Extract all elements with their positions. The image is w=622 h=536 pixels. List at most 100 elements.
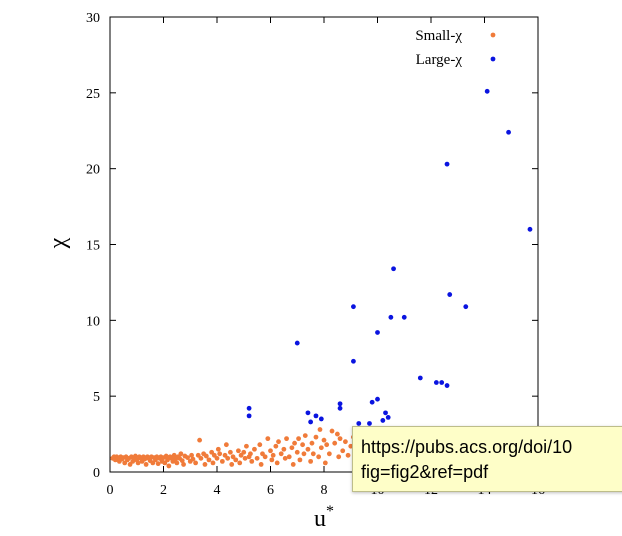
small-chi-point xyxy=(326,451,332,457)
y-tick-label: 20 xyxy=(86,163,100,178)
large-chi-point xyxy=(388,314,394,320)
legend-label-small-chi: Small-χ xyxy=(415,28,462,44)
small-chi-point xyxy=(310,451,316,457)
legend-label-large-chi: Large-χ xyxy=(416,52,463,68)
large-chi-point xyxy=(308,419,314,425)
x-tick-label: 4 xyxy=(214,483,221,498)
small-chi-point xyxy=(229,462,235,467)
large-chi-point xyxy=(444,161,450,167)
small-chi-point xyxy=(286,454,292,460)
small-chi-point xyxy=(305,446,311,452)
small-chi-point xyxy=(185,455,190,460)
large-chi-point xyxy=(294,340,300,346)
large-chi-point xyxy=(506,129,511,135)
small-chi-point xyxy=(282,455,288,461)
small-chi-point xyxy=(171,452,177,458)
small-chi-point xyxy=(198,455,204,461)
small-chi-point xyxy=(202,462,208,467)
small-chi-point xyxy=(292,440,297,446)
small-chi-point xyxy=(252,446,257,452)
small-chi-point xyxy=(206,457,212,463)
small-chi-point xyxy=(269,457,275,463)
large-chi-point xyxy=(367,421,372,426)
data-points xyxy=(110,88,533,469)
small-chi-point xyxy=(348,443,354,449)
small-chi-point xyxy=(193,460,199,466)
large-chi-point xyxy=(383,410,388,416)
small-chi-point xyxy=(217,451,223,457)
small-chi-point xyxy=(227,449,233,455)
small-chi-point xyxy=(278,451,284,457)
legend-marker-large-chi xyxy=(490,56,496,62)
large-chi-point xyxy=(356,421,362,426)
small-chi-point xyxy=(294,449,300,455)
small-chi-point xyxy=(215,446,221,452)
small-chi-point xyxy=(316,454,322,460)
small-chi-point xyxy=(155,461,161,467)
x-axis-label: u* xyxy=(314,503,334,532)
small-chi-point xyxy=(300,442,305,448)
large-chi-point xyxy=(439,380,445,385)
small-chi-point xyxy=(290,462,296,467)
large-chi-point xyxy=(305,410,311,416)
small-chi-point xyxy=(289,445,295,451)
small-chi-point xyxy=(242,455,248,461)
small-chi-point xyxy=(309,440,315,446)
x-tick-label: 0 xyxy=(107,483,114,498)
small-chi-point xyxy=(249,458,255,464)
small-chi-point xyxy=(340,448,346,454)
large-chi-point xyxy=(375,330,380,335)
large-chi-point xyxy=(351,304,356,310)
url-tooltip: https://pubs.acs.org/doi/10 fig=fig2&ref… xyxy=(352,426,622,492)
x-tick-label: 6 xyxy=(267,483,274,498)
small-chi-point xyxy=(223,442,229,448)
large-chi-point xyxy=(463,304,469,310)
y-tick-label: 15 xyxy=(86,239,100,254)
small-chi-point xyxy=(133,453,138,459)
small-chi-point xyxy=(244,443,249,449)
large-chi-point xyxy=(246,413,252,419)
y-axis-label: χ xyxy=(45,237,71,249)
large-chi-point xyxy=(375,396,380,402)
small-chi-point xyxy=(254,455,260,461)
small-chi-point xyxy=(273,443,279,449)
large-chi-point xyxy=(380,418,386,423)
large-chi-point xyxy=(527,226,533,232)
x-tick-label: 2 xyxy=(160,483,167,498)
small-chi-point xyxy=(345,452,351,458)
large-chi-point xyxy=(447,292,453,297)
small-chi-point xyxy=(214,455,220,461)
small-chi-point xyxy=(143,462,149,467)
y-tick-label: 0 xyxy=(93,466,100,481)
small-chi-point xyxy=(241,449,247,455)
small-chi-point xyxy=(248,451,253,457)
small-chi-point xyxy=(276,439,281,445)
small-chi-point xyxy=(203,453,209,459)
small-chi-point xyxy=(262,454,268,460)
small-chi-point xyxy=(178,451,184,457)
small-chi-point xyxy=(166,463,172,469)
small-chi-point xyxy=(236,448,241,454)
small-chi-point xyxy=(334,431,340,437)
small-chi-point xyxy=(337,436,343,442)
small-chi-point xyxy=(258,462,264,467)
small-chi-point xyxy=(225,455,231,461)
small-chi-point xyxy=(317,427,323,432)
small-chi-point xyxy=(274,460,280,466)
small-chi-point xyxy=(321,437,327,443)
small-chi-point xyxy=(324,442,330,448)
small-chi-point xyxy=(190,456,196,462)
large-chi-point xyxy=(369,399,375,405)
small-chi-point xyxy=(301,451,307,457)
tooltip-line-1: https://pubs.acs.org/doi/10 xyxy=(361,437,573,457)
small-chi-point xyxy=(332,440,338,446)
small-chi-point xyxy=(268,448,273,454)
small-chi-point xyxy=(179,458,185,464)
small-chi-point xyxy=(237,460,243,466)
small-chi-point xyxy=(281,446,287,452)
small-chi-point xyxy=(181,462,186,467)
large-chi-point xyxy=(444,383,450,388)
large-chi-point xyxy=(313,413,319,419)
small-chi-point xyxy=(270,452,276,458)
small-chi-point xyxy=(219,458,225,464)
